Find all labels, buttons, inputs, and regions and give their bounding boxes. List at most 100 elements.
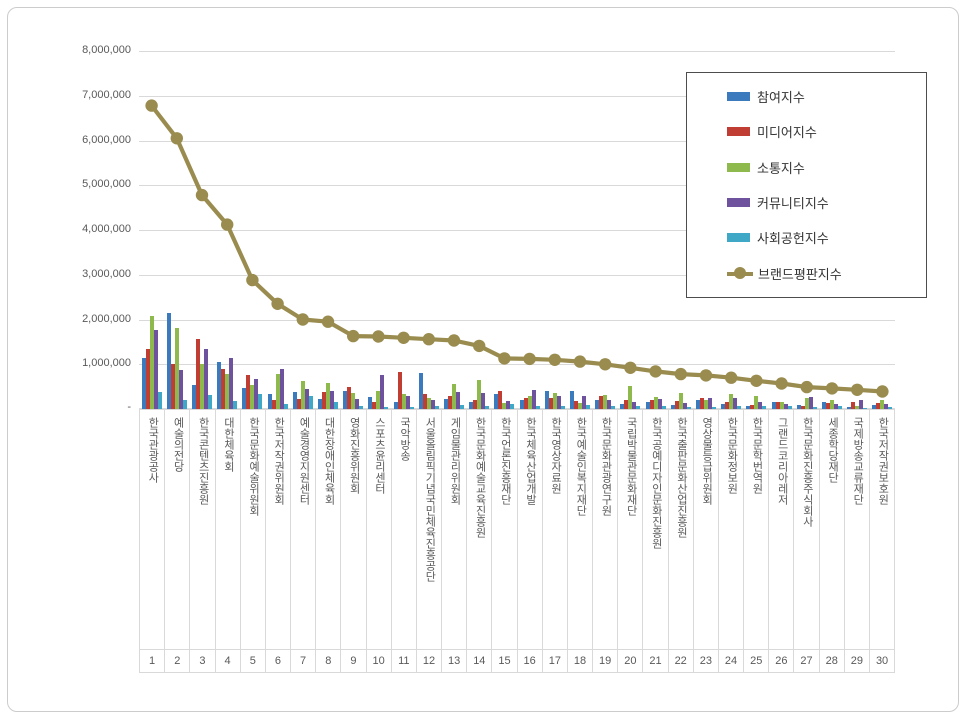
bar-group <box>668 51 693 409</box>
grid-line <box>139 230 895 231</box>
bar <box>481 393 486 409</box>
category-label-cell: 한국문학번역원 <box>743 410 768 650</box>
bar-group <box>391 51 416 409</box>
line-marker <box>397 331 410 344</box>
category-label: 예술의전당 <box>172 417 185 472</box>
bar <box>570 391 575 409</box>
bar <box>267 394 272 409</box>
bar <box>221 369 226 409</box>
grid-line <box>139 275 895 276</box>
category-label: 그랜드코리아레저 <box>776 417 789 505</box>
bar <box>620 404 625 409</box>
bar-group <box>593 51 618 409</box>
bar <box>444 399 449 409</box>
category-label-cell: 한국저작권보호원 <box>868 410 896 650</box>
bar <box>157 392 162 409</box>
category-label-cell: 게임물관리위원회 <box>441 410 466 650</box>
bar <box>296 399 301 409</box>
bar <box>808 397 813 409</box>
bar-group <box>467 51 492 409</box>
rank-cell: 26 <box>768 650 793 672</box>
rank-cell: 18 <box>566 650 592 672</box>
plot-area <box>139 51 895 409</box>
category-label: 한국문화예술교육진흥원 <box>474 417 487 538</box>
bar <box>678 393 683 409</box>
rank-cell: 22 <box>667 650 693 672</box>
rank-cell: 15 <box>491 650 516 672</box>
bar <box>531 390 536 409</box>
rank-axis: 1 2 3 4 5 6 7 8 9 10 11 12 13 14 15 16 17 18 19 20 21 22 23 24 2… <box>139 649 896 673</box>
category-label: 한국저작권보호원 <box>876 417 889 505</box>
bar <box>204 349 208 409</box>
bar <box>595 400 600 409</box>
bars-layer <box>139 51 895 409</box>
bar-group <box>567 51 592 409</box>
grid-line <box>139 408 895 409</box>
category-label-cell: 한국영상자료원 <box>541 410 567 650</box>
bar <box>372 402 377 409</box>
category-label-cell: 한국예술인복지재단 <box>566 410 592 650</box>
line-marker <box>372 330 385 343</box>
rank-cell: 19 <box>592 650 617 672</box>
category-label: 한국예술인복지재단 <box>574 417 587 516</box>
bar <box>523 398 528 409</box>
category-label-cell: 국악방송 <box>390 410 416 650</box>
bar <box>847 407 852 409</box>
category-label: 한국관광공사 <box>146 417 159 483</box>
category-label-cell: 한국체육산업개발 <box>516 410 542 650</box>
y-tick-label: 8,000,000 <box>82 44 131 56</box>
bar <box>787 406 792 409</box>
category-label: 예술경영지원센터 <box>297 417 310 505</box>
bar <box>607 400 612 409</box>
bar-group <box>416 51 441 409</box>
bar <box>502 403 507 409</box>
bar <box>527 396 532 409</box>
category-label-cell: 세종학당재단 <box>818 410 844 650</box>
grid-line <box>139 96 895 97</box>
line-marker <box>851 383 864 396</box>
bar <box>725 402 730 409</box>
bar <box>279 369 284 409</box>
category-label-cell: 서울올림픽기념국민체육진흥공단 <box>415 410 441 650</box>
rank-cell: 6 <box>264 650 290 672</box>
bar <box>686 407 691 409</box>
bar <box>452 384 457 409</box>
bar <box>242 388 247 409</box>
bar <box>653 397 658 409</box>
bar <box>250 385 255 409</box>
bar-group <box>265 51 290 409</box>
category-label: 한국출판문화산업진흥원 <box>675 417 688 538</box>
bar <box>330 391 335 409</box>
y-tick-label: 6,000,000 <box>82 134 131 146</box>
legend-swatch <box>727 233 750 243</box>
legend-dot-icon <box>734 266 746 279</box>
bar <box>863 408 868 409</box>
category-label-cell: 한국언론진흥재단 <box>491 410 516 650</box>
legend-item: 참여지수 <box>687 87 926 106</box>
rank-cell: 23 <box>692 650 718 672</box>
rank-cell: 20 <box>617 650 642 672</box>
bar <box>510 404 515 409</box>
bar-group <box>643 51 668 409</box>
bar <box>548 398 553 409</box>
bar <box>418 373 423 409</box>
line-marker <box>674 367 687 381</box>
bar <box>750 405 755 409</box>
category-label-cell: 한국문화예술위원회 <box>239 410 265 650</box>
bar <box>401 394 406 409</box>
line-marker <box>296 313 309 326</box>
bar <box>430 400 435 409</box>
bar <box>771 402 776 409</box>
bar <box>657 399 662 409</box>
bar-group <box>845 51 870 409</box>
legend: 참여지수 미디어지수 소통지수 커뮤니티지수 사회공헌지수 브랜드평판지수 <box>686 72 927 298</box>
category-label: 국립박물관문화재단 <box>625 417 638 516</box>
bar-group <box>542 51 567 409</box>
line-marker <box>649 365 662 378</box>
bar <box>384 407 389 409</box>
bar <box>708 398 713 409</box>
bar <box>368 397 373 409</box>
category-label-cell: 한국출판문화산업진흥원 <box>667 410 693 650</box>
line-marker <box>800 380 813 394</box>
bar-group <box>189 51 214 409</box>
